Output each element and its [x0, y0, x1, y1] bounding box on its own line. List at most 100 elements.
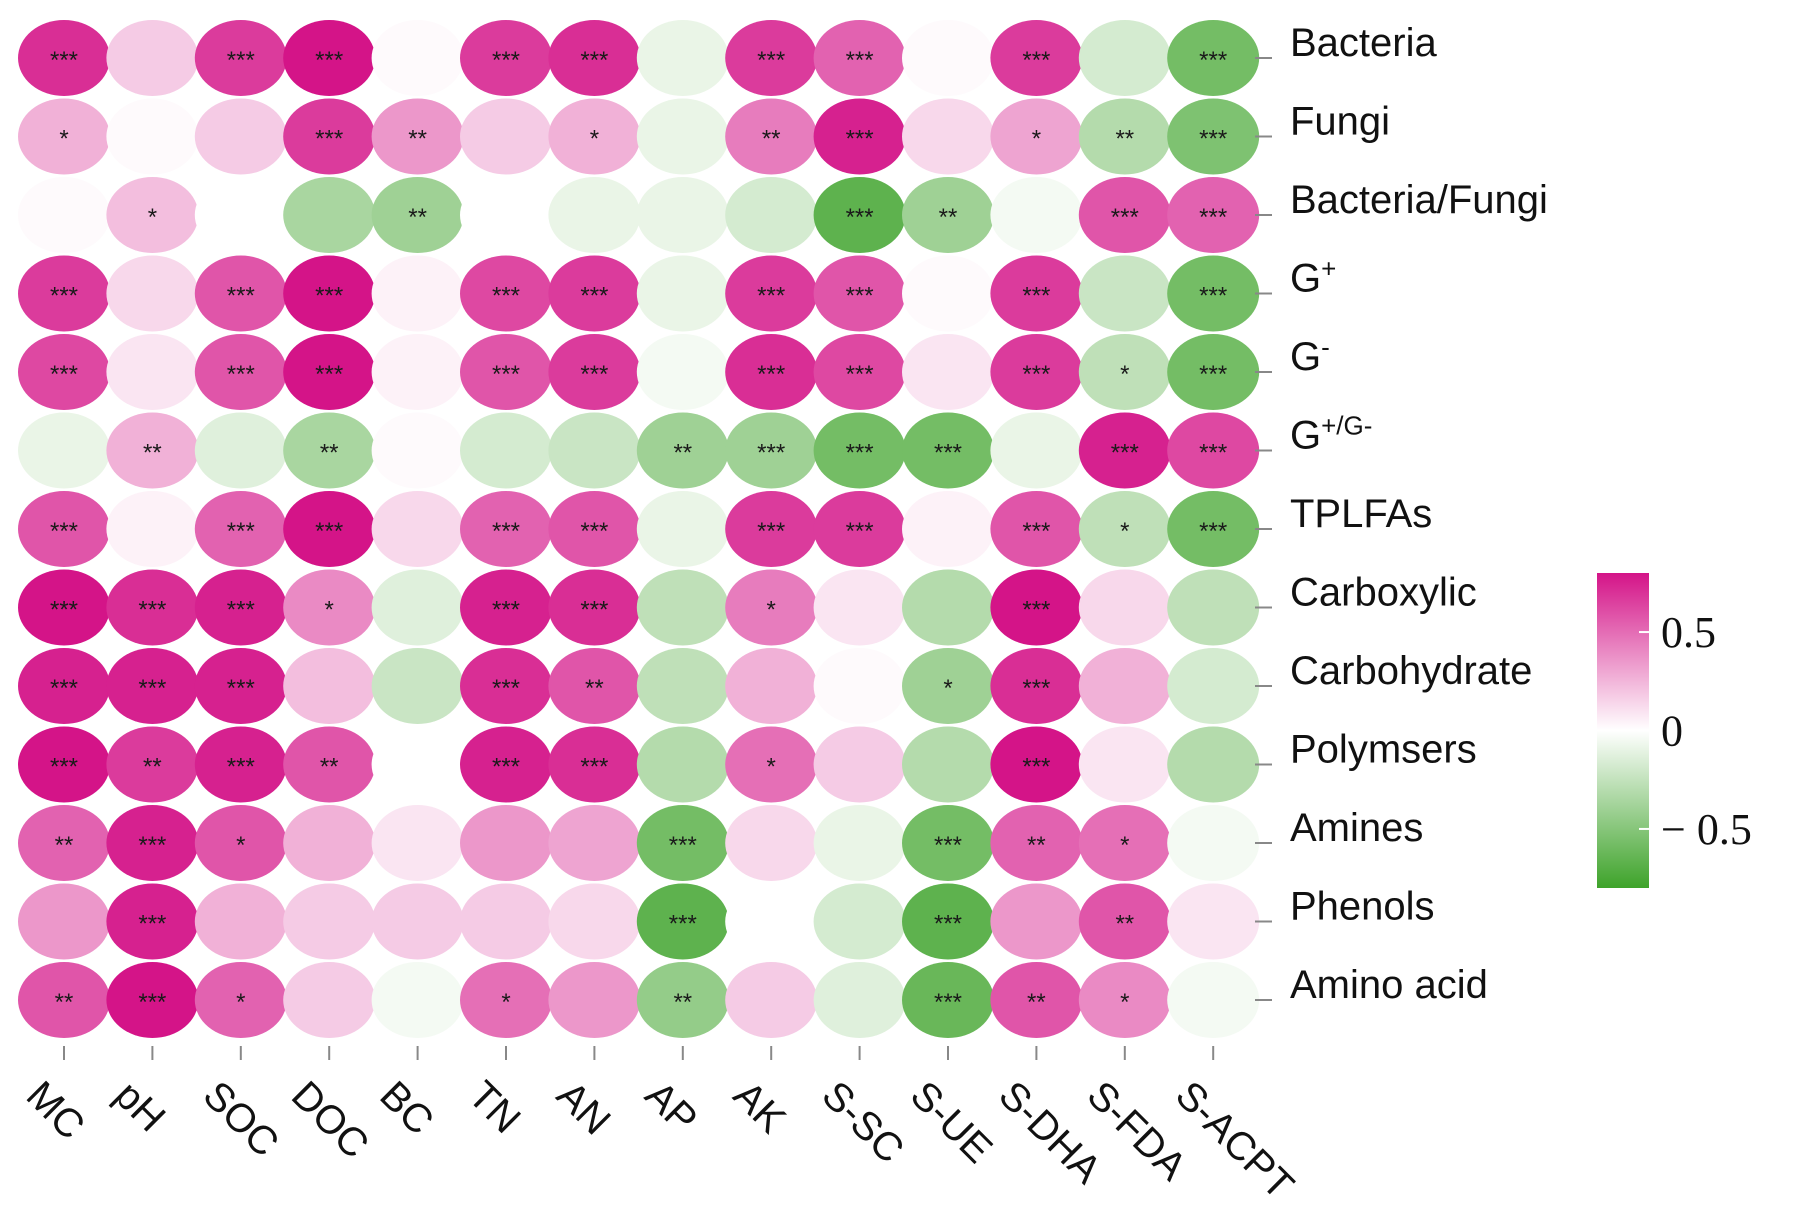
heatmap-cell: [548, 569, 641, 646]
heatmap-cell: [902, 412, 994, 489]
significance-label: ***: [227, 754, 255, 781]
significance-label: ***: [138, 832, 166, 859]
significance-label: ***: [315, 47, 343, 74]
significance-label: ***: [138, 597, 166, 624]
significance-label: ***: [1199, 361, 1227, 388]
heatmap-cell: [106, 962, 199, 1038]
heatmap-cell: [283, 962, 376, 1038]
heatmap-cell: [106, 805, 199, 881]
significance-label: ***: [492, 754, 520, 781]
row-label: Bacteria/Fungi: [1290, 178, 1548, 222]
significance-label: **: [55, 832, 74, 859]
significance-label: ***: [934, 989, 962, 1016]
significance-label: ***: [1199, 283, 1227, 310]
heatmap-cell: [636, 98, 729, 175]
heatmap-cell: [636, 412, 729, 489]
heatmap-cell: [1167, 177, 1260, 253]
heatmap-cell: [18, 962, 110, 1038]
heatmap-cell: [548, 805, 641, 881]
column-label: AK: [725, 1073, 794, 1142]
significance-label: ***: [1111, 204, 1139, 231]
heatmap-cell: [1167, 805, 1260, 881]
significance-label: ***: [757, 361, 785, 388]
heatmap-cell: [548, 883, 641, 960]
heatmap-cell: [18, 805, 110, 881]
significance-label: ***: [846, 440, 874, 467]
significance-label: ***: [580, 361, 608, 388]
heatmap-cell: [18, 98, 110, 175]
heatmap-cell: [194, 491, 287, 567]
heatmap-cell: [371, 726, 464, 803]
heatmap-cell: [194, 177, 287, 253]
heatmap-cell: [106, 334, 199, 410]
significance-label: *: [590, 126, 599, 153]
heatmap-cell: [902, 962, 994, 1038]
heatmap-cell: [990, 962, 1083, 1038]
heatmap-cell: [106, 177, 199, 253]
heatmap-cell: [1167, 255, 1260, 332]
heatmap-cell: [548, 177, 641, 253]
significance-label: **: [1115, 911, 1134, 938]
row-labels: Bacteria Fungi Bacteria/Fungi G+ G- G+/G- TPLF…: [1255, 21, 1548, 1007]
heatmap-cell: [813, 177, 906, 253]
significance-label: ***: [138, 911, 166, 938]
heatmap-cell: [636, 726, 729, 803]
heatmap-cell: [636, 491, 729, 567]
row-label: Fungi: [1290, 100, 1390, 144]
significance-label: **: [408, 126, 427, 153]
significance-label: ***: [1022, 283, 1050, 310]
colorbar-tick-label: − 0.5: [1661, 805, 1752, 854]
heatmap-cell: [460, 883, 552, 960]
heatmap-cell: [371, 491, 464, 567]
significance-label: ***: [50, 754, 78, 781]
heatmap-cell: [1167, 726, 1260, 803]
heatmap-cell: [725, 20, 818, 96]
row-label: G+: [1290, 254, 1336, 301]
significance-label: ***: [846, 204, 874, 231]
significance-label: *: [1120, 518, 1129, 545]
heatmap-cell: [460, 98, 552, 175]
heatmap-cell: [636, 255, 729, 332]
heatmap-cell: [1078, 412, 1171, 489]
heatmap-cell: [460, 569, 552, 646]
heatmap-cell: [990, 412, 1083, 489]
heatmap-cell: [371, 805, 464, 881]
heatmap-cell: [194, 334, 287, 410]
significance-label: ***: [1022, 754, 1050, 781]
significance-label: ***: [846, 283, 874, 310]
heatmap-cell: [283, 805, 376, 881]
significance-label: ***: [846, 126, 874, 153]
significance-label: ***: [492, 675, 520, 702]
significance-label: ***: [1022, 361, 1050, 388]
heatmap-cell: [460, 726, 552, 803]
heatmap-cell: [18, 177, 110, 253]
heatmap-cell: [1078, 805, 1171, 881]
heatmap-cell: [106, 491, 199, 567]
column-label: SOC: [195, 1073, 287, 1165]
heatmap-cell: [725, 648, 818, 724]
heatmap-cell: [548, 962, 641, 1038]
heatmap-cell: [1078, 255, 1171, 332]
heatmap-cell: [1167, 98, 1260, 175]
row-label: Bacteria: [1290, 21, 1437, 65]
row-label: Polymsers: [1290, 728, 1477, 772]
significance-label: ***: [1199, 204, 1227, 231]
row-label: Amines: [1290, 806, 1423, 850]
heatmap-cell: [1167, 569, 1260, 646]
heatmap-cell: [283, 98, 376, 175]
heatmap-cell: [371, 177, 464, 253]
significance-label: ***: [492, 361, 520, 388]
heatmap-cell: [283, 883, 376, 960]
significance-label: **: [585, 675, 604, 702]
heatmap-cell: [1078, 962, 1171, 1038]
row-label: TPLFAs: [1290, 492, 1432, 536]
heatmap-cell: [371, 20, 464, 96]
heatmap-cell: [371, 648, 464, 724]
significance-label: ***: [846, 361, 874, 388]
heatmap-cell: [813, 255, 906, 332]
heatmap-cell: [18, 883, 110, 960]
heatmap-cell: [283, 648, 376, 724]
heatmap-cell: [813, 569, 906, 646]
heatmap-cell: [636, 334, 729, 410]
heatmap-cell: [283, 334, 376, 410]
